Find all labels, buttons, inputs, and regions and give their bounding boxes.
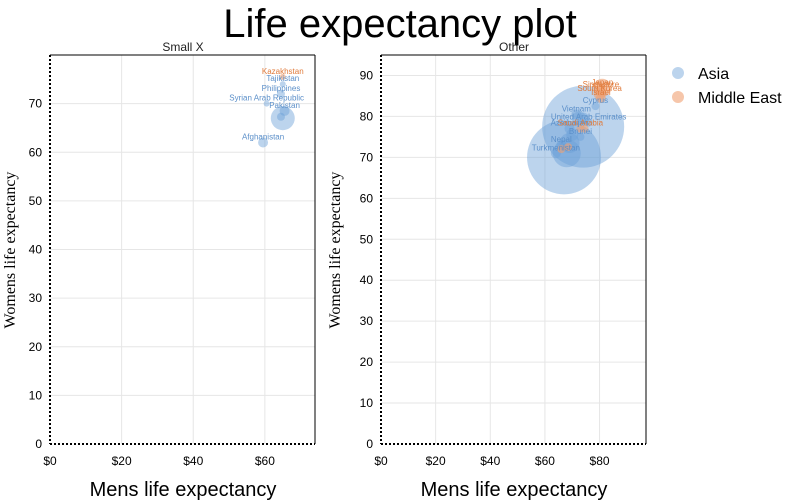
points-other [527, 78, 625, 195]
y-tick-label: 20 [29, 340, 43, 354]
bubble-point [557, 145, 566, 154]
bubble-point [566, 128, 579, 141]
bubble-singapore [595, 84, 606, 95]
bubble-kazakhstan [279, 73, 286, 80]
y-tick-label: 60 [360, 191, 374, 205]
bubble-afghanistan [258, 137, 269, 148]
x-axis-label-small-x: Mens life expectancy [90, 479, 277, 500]
y-axis-label-other: Womens life expectancy [327, 172, 344, 329]
point-label-pakistan: Pakistan [269, 101, 300, 110]
chart-title: Life expectancy plot [223, 2, 577, 46]
point-label-afghanistan: Afghanistan [242, 133, 284, 142]
bubble-philippines [276, 89, 285, 98]
point-label-brunei: Brunei [569, 127, 592, 136]
y-tick-label: 40 [29, 243, 43, 257]
points-small-x [258, 73, 295, 148]
y-tick-label: 50 [29, 194, 43, 208]
point-label-kazakhstan: Kazakhstan [262, 67, 304, 76]
point-label-israel: Israel [591, 88, 611, 97]
point-label-saudi-arabia: Saudi Arabia [558, 119, 604, 128]
y-tick-label: 90 [360, 68, 374, 82]
bubble-syrian-arab-republic [263, 100, 270, 107]
plot-frame-small-x [49, 54, 316, 445]
bubble-cyprus [591, 102, 600, 111]
point-label-united-arab-emirates: United Arab Emirates [551, 113, 627, 122]
y-tick-label: 80 [360, 109, 374, 123]
point-label-turkmenistan: Turkmenistan [532, 143, 580, 152]
point-label-japan: Japan [591, 78, 613, 87]
y-tick-label: 0 [35, 437, 42, 451]
y-tick-label: 30 [360, 314, 374, 328]
bubble-united-arab-emirates [584, 118, 593, 127]
point-label-nepal: Nepal [551, 135, 572, 144]
bubble-point [577, 112, 590, 125]
x-tick-label: $60 [535, 454, 555, 468]
x-tick-label: $40 [480, 454, 500, 468]
legend-marker-asia [672, 67, 684, 79]
y-tick-label: 0 [366, 437, 373, 451]
y-tick-label: 70 [360, 150, 374, 164]
panel-other: Other $0 $20 $40 $60 $800102030405060708090 … [327, 40, 647, 500]
y-tick-label: 20 [360, 355, 374, 369]
point-label-tajikistan: Tajikistan [266, 74, 299, 83]
y-tick-label: 50 [360, 232, 374, 246]
bubble-point [564, 143, 573, 152]
x-tick-label: $40 [183, 454, 203, 468]
x-tick-label: $80 [590, 454, 610, 468]
ticks-small-x: $0 $20 $40 $60 0 10 20 30 40 50 60 70 [29, 97, 276, 468]
ticks-other: $0 $20 $40 $60 $80 0 10 20 30 40 50 60 70 80 90 [360, 68, 610, 468]
panel-small-x: Small X $0 $20 $40 $60 0 10 20 30 40 50 60 70 Kazak… [2, 40, 316, 500]
bubble-point [527, 120, 602, 195]
bubble-tajikistan [279, 81, 286, 88]
facet-title-small-x: Small X [162, 40, 203, 54]
bubble-point [276, 112, 285, 121]
y-tick-label: 10 [29, 388, 43, 402]
point-label-south-korea: South Korea [577, 84, 622, 93]
x-tick-label: $20 [112, 454, 132, 468]
x-tick-label: $60 [255, 454, 275, 468]
bubble-pakistan [279, 105, 290, 116]
point-label-vietnam: Vietnam [562, 104, 592, 113]
bubble-vietnam [571, 109, 582, 120]
x-tick-label: $0 [43, 454, 57, 468]
y-tick-label: 60 [29, 145, 43, 159]
bubble-azerbaijan [564, 123, 575, 134]
point-label-azerbaijan: Azerbaijan [551, 119, 589, 128]
grid-small-x [50, 55, 315, 444]
y-tick-label: 30 [29, 291, 43, 305]
legend: Asia Middle East [672, 66, 782, 107]
facet-title-other: Other [499, 40, 529, 54]
grid-other [381, 55, 646, 444]
y-tick-label: 10 [360, 396, 374, 410]
x-axis-label-other: Mens life expectancy [421, 479, 608, 500]
plot-frame-other [380, 54, 647, 445]
point-label-singapore: Singapore [583, 80, 620, 89]
legend-label-middle-east: Middle East [698, 90, 782, 107]
point-label-syrian-arab-republic: Syrian Arab Republic [229, 94, 304, 103]
bubble-point [580, 124, 589, 133]
y-tick-label: 40 [360, 273, 374, 287]
point-label-philippines: Philippines [262, 84, 301, 93]
bubble-point [270, 106, 295, 131]
legend-label-asia: Asia [698, 66, 729, 83]
y-axis-label-small-x: Womens life expectancy [2, 172, 19, 329]
legend-marker-middle-east [672, 91, 684, 103]
x-tick-label: $20 [426, 454, 446, 468]
point-label-cyprus: Cyprus [583, 96, 608, 105]
bubble-brunei [576, 132, 585, 141]
bubble-israel [595, 92, 606, 103]
x-tick-label: $0 [374, 454, 388, 468]
bubble-point [572, 111, 587, 126]
y-tick-label: 70 [29, 97, 43, 111]
